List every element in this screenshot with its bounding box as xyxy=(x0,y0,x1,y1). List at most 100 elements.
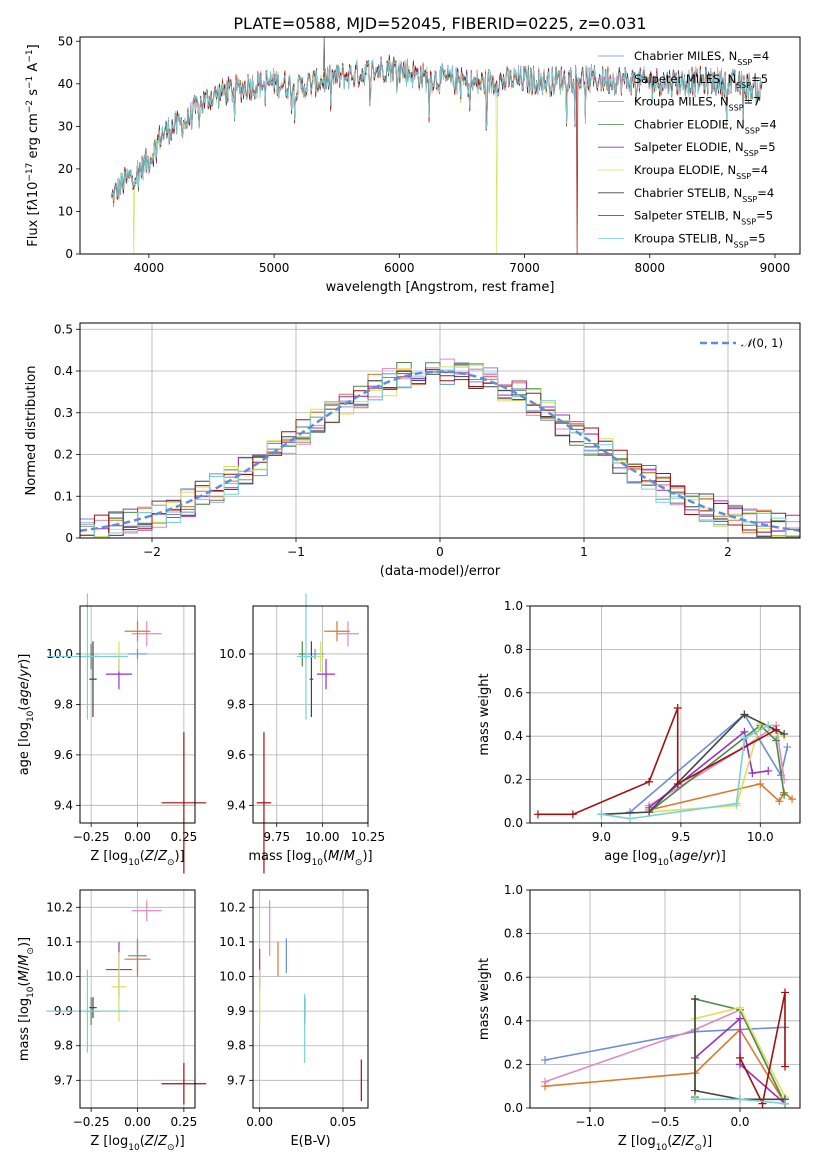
y-tick-label: 9.6 xyxy=(54,748,73,762)
weight-marker-8 xyxy=(626,814,635,823)
y-tick-label: 0.3 xyxy=(54,406,73,420)
legend-entry-6: Chabrier STELIB, NSSP=4 xyxy=(634,186,774,204)
x-tick-label: −2 xyxy=(143,545,161,559)
z-mass-panel: −0.25 0.00 0.259.79.89.910.010.110.2Z [log… xyxy=(17,889,207,1153)
y-tick-label: 0.0 xyxy=(504,816,523,830)
y-tick-label: 9.9 xyxy=(227,1004,246,1018)
weight-marker-8 xyxy=(736,1095,744,1104)
y-tick-label: 10.0 xyxy=(219,970,246,984)
x-tick-label: 0.0 xyxy=(730,1115,749,1129)
spectrum-panel: 4000 5000 6000 7000 8000 9000 0 10 20 30 40 50 wavel… xyxy=(25,34,801,295)
y-tick-label: 10.1 xyxy=(219,935,246,949)
x-axis-label: wavelength [Angstrom, rest frame] xyxy=(326,280,555,295)
figure-title: PLATE=0588, MJD=52045, FIBERID=0225, z=0… xyxy=(233,14,646,33)
x-tick-label: 0.00 xyxy=(124,1115,151,1129)
y-tick-label: 50 xyxy=(58,34,73,48)
x-tick-label: 9000 xyxy=(760,261,791,275)
x-axis-label: mass [log10(M/M⊙)] xyxy=(248,849,372,868)
x-tick-label: 4000 xyxy=(134,261,165,275)
y-tick-label: 10.0 xyxy=(46,647,73,661)
legend-entry-3: Chabrier ELODIE, NSSP=4 xyxy=(634,117,777,135)
y-axis-label: age [log10(age/yr)] xyxy=(17,654,36,776)
y-tick-label: 9.8 xyxy=(54,1039,73,1053)
y-tick-label: 0.6 xyxy=(504,686,523,700)
weight-marker-2 xyxy=(756,779,765,788)
x-axis-label: E(B-V) xyxy=(290,1134,330,1149)
x-tick-label: 6000 xyxy=(384,261,415,275)
weight-marker-3 xyxy=(772,736,781,745)
y-tick-label: 0.4 xyxy=(504,729,523,743)
x-axis-label: Z [log10(Z/Z⊙)] xyxy=(90,849,184,868)
x-tick-label: 7000 xyxy=(509,261,540,275)
weight-marker-7 xyxy=(533,810,542,819)
x-tick-label: −0.5 xyxy=(650,1115,679,1129)
weight-marker-6 xyxy=(740,710,749,719)
y-tick-label: 0.5 xyxy=(54,322,73,336)
residuals-panel: −2 −1 0 1 2 0 0.1 0.2 0.3 0.4 0.5 (data-model)/erro… xyxy=(24,322,801,579)
weight-marker-8 xyxy=(781,1099,789,1108)
weight-marker-6 xyxy=(691,995,699,1003)
y-axis-label: mass [log10(M/M⊙)] xyxy=(17,937,36,1061)
y-tick-label: 9.4 xyxy=(227,798,246,812)
ebv-mass-panel: 0.00 0.05 9.7 9.8 9.9 10.0 10.1 10.2 E(B-V) xyxy=(219,889,369,1149)
y-tick-label: 0.4 xyxy=(504,1014,523,1028)
x-tick-label: 10.0 xyxy=(747,830,774,844)
spectrum-lines xyxy=(110,37,763,254)
y-tick-label: 0.2 xyxy=(504,1057,523,1071)
x-tick-label: −0.25 xyxy=(73,1115,110,1129)
legend-entry-5: Kroupa ELODIE, NSSP=4 xyxy=(634,163,768,181)
weight-marker-8 xyxy=(732,799,741,808)
weight-marker-7 xyxy=(781,988,789,997)
x-tick-label: 8000 xyxy=(634,261,665,275)
y-tick-label: 0.8 xyxy=(504,642,523,656)
weight-marker-7 xyxy=(736,1053,744,1062)
x-tick-label: 0.00 xyxy=(124,830,151,844)
y-tick-label: 0.2 xyxy=(54,448,73,462)
weight-marker-2 xyxy=(788,795,797,804)
axes-frame xyxy=(79,36,801,255)
weight-marker-7 xyxy=(568,810,577,819)
x-axis-label: Z [log10(Z/Z⊙)] xyxy=(618,1134,712,1153)
x-axis-label: Z [log10(Z/Z⊙)] xyxy=(90,1134,184,1153)
axes-frame xyxy=(79,605,196,824)
y-tick-label: 10.1 xyxy=(46,935,73,949)
x-tick-label: 0.00 xyxy=(246,1115,273,1129)
weight-marker-7 xyxy=(673,703,682,712)
weight-line-4 xyxy=(648,730,769,809)
y-tick-label: 10.2 xyxy=(219,900,246,914)
y-tick-label: 0.1 xyxy=(54,489,73,503)
y-tick-label: 20 xyxy=(58,162,73,176)
y-tick-label: 10.0 xyxy=(46,970,73,984)
legend-entry-0: Chabrier MILES, NSSP=4 xyxy=(634,49,769,67)
axes-frame xyxy=(252,605,369,824)
hist-lines xyxy=(80,358,800,538)
x-tick-label: 9.5 xyxy=(671,830,690,844)
y-tick-label: 9.8 xyxy=(227,1039,246,1053)
x-tick-label: 9.75 xyxy=(263,830,290,844)
y-tick-label: 0 xyxy=(65,531,73,545)
y-tick-label: 10 xyxy=(58,204,73,218)
weight-marker-0 xyxy=(541,1056,549,1065)
y-tick-label: 30 xyxy=(58,119,73,133)
x-tick-label: −1.0 xyxy=(575,1115,604,1129)
y-tick-label: 9.4 xyxy=(54,798,73,812)
weight-line-6 xyxy=(694,999,785,1101)
weight-marker-3 xyxy=(780,790,789,799)
weight-marker-4 xyxy=(764,766,773,775)
y-tick-label: 0.6 xyxy=(504,970,523,984)
weight-marker-4 xyxy=(736,1014,744,1023)
weight-marker-8 xyxy=(691,1095,699,1104)
y-tick-label: 0.4 xyxy=(54,364,73,378)
weight-line-0 xyxy=(629,713,789,813)
legend-entry-4: Salpeter ELODIE, NSSP=5 xyxy=(634,140,776,158)
x-tick-label: 0.05 xyxy=(330,1115,357,1129)
x-tick-label: 9.0 xyxy=(592,830,611,844)
weight-line-2 xyxy=(544,1028,786,1105)
weight-marker-2 xyxy=(775,797,784,806)
weight-marker-7 xyxy=(673,779,682,788)
weight-marker-7 xyxy=(772,725,781,734)
y-tick-label: 0.2 xyxy=(504,773,523,787)
spectrum-line-8 xyxy=(110,59,762,202)
